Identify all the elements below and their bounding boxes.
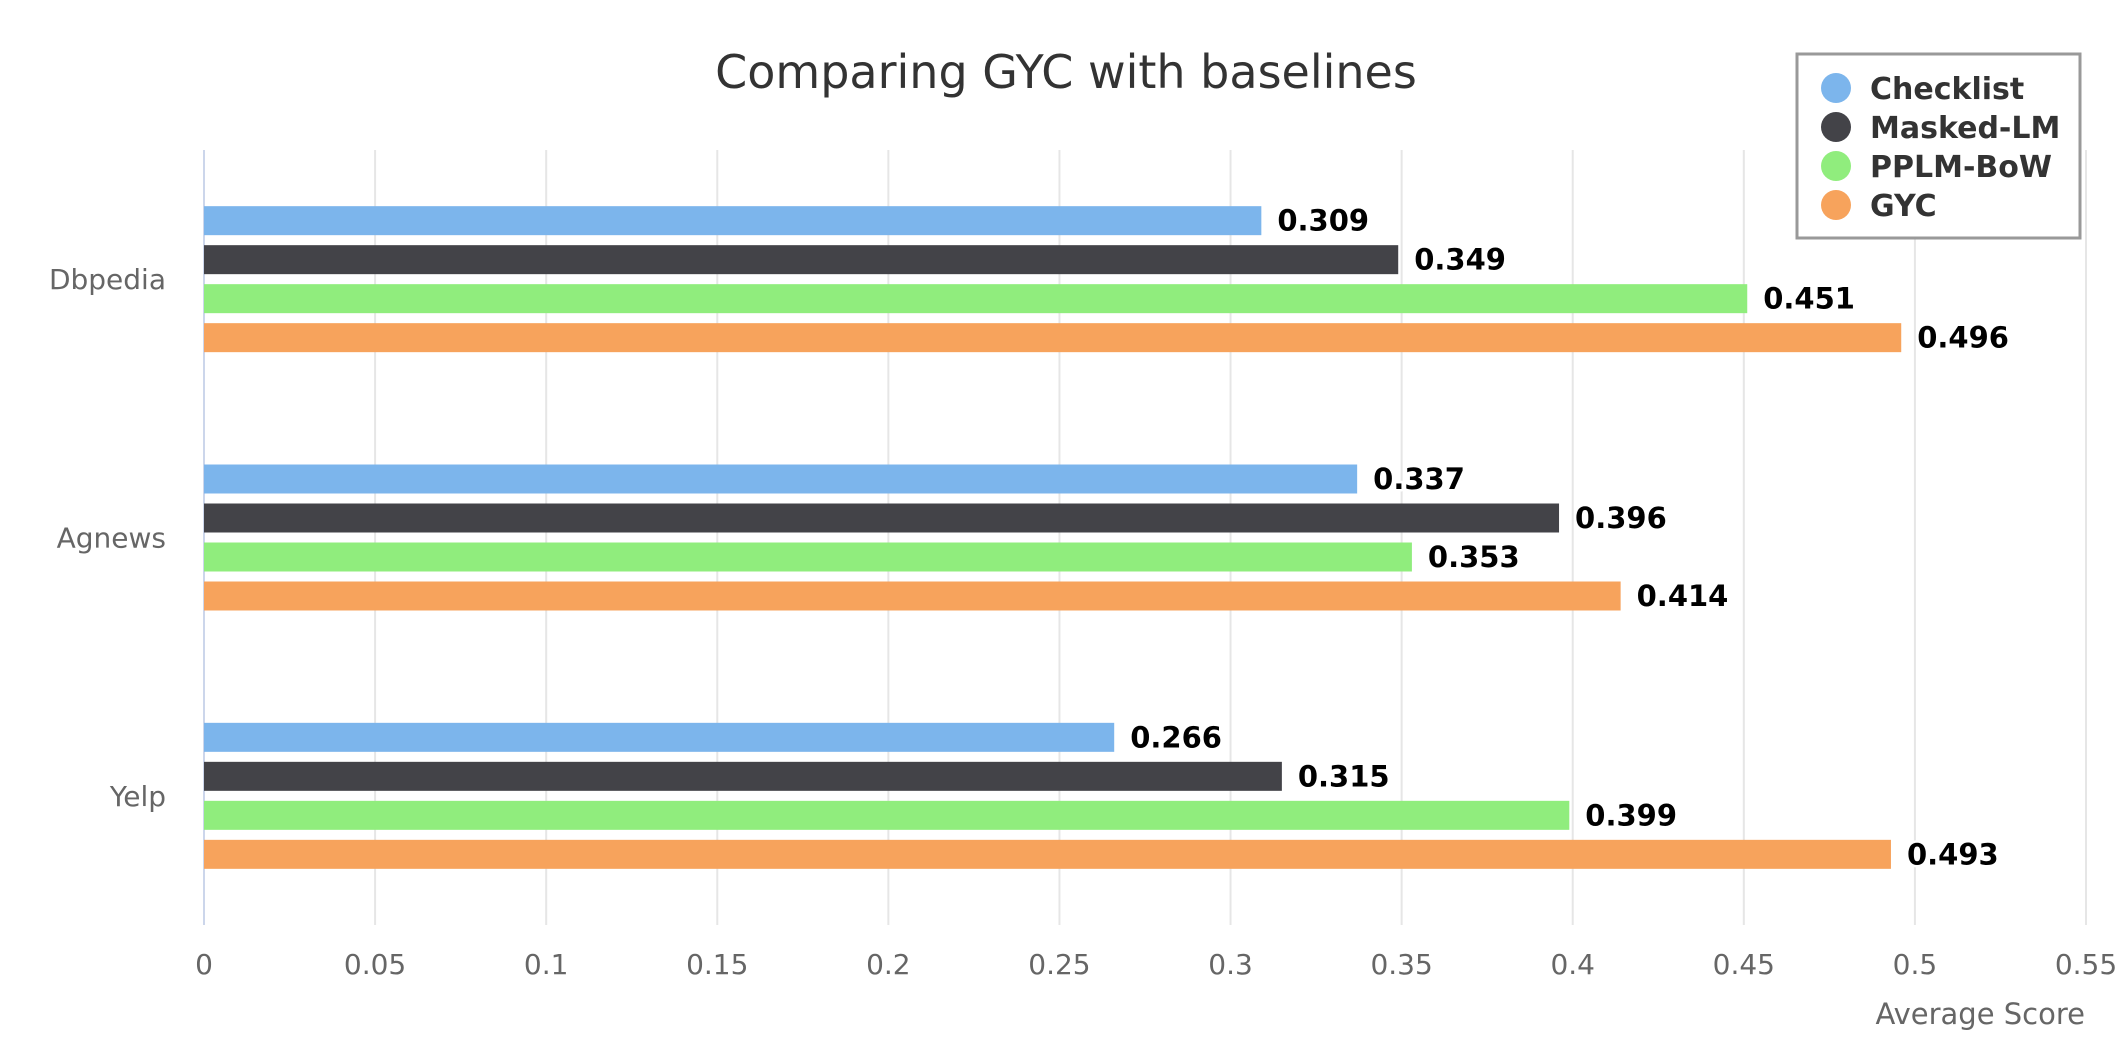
category-labels: Dbpedia Agnews Yelp: [49, 263, 166, 813]
category-label: Yelp: [109, 780, 166, 813]
data-label: 0.414: [1637, 579, 1729, 613]
legend: Checklist Masked-LM PPLM-BoW GYC: [1795, 52, 2082, 240]
data-label: 0.353: [1428, 540, 1520, 574]
data-label: 0.337: [1373, 462, 1465, 496]
bar-dbpedia-gyc: [204, 323, 1902, 353]
legend-marker: [1821, 73, 1851, 103]
x-tick-label: 0: [195, 948, 213, 981]
tick-labels: 0 0.05 0.1 0.15 0.2 0.25 0.3 0.35 0.4 0.45 0.5 0.55: [195, 948, 2117, 981]
grid-lines: [203, 150, 2087, 925]
bar-yelp-masked-lm: [204, 761, 1282, 791]
data-label: 0.496: [1917, 321, 2009, 355]
bar-agnews-pplm-bow: [204, 542, 1412, 572]
bars: [204, 206, 1902, 869]
x-tick-label: 0.05: [344, 948, 406, 981]
bar-agnews-checklist: [204, 464, 1358, 494]
bar-dbpedia-checklist: [204, 206, 1262, 236]
x-tick-label: 0.45: [1713, 948, 1775, 981]
data-labels: 0.309 0.349 0.451 0.496 0.337 0.396 0.353 0.414…: [1128, 201, 2012, 874]
x-tick-label: 0.35: [1370, 948, 1432, 981]
legend-marker: [1821, 151, 1851, 181]
x-tick-label: 0.3: [1208, 948, 1253, 981]
x-tick-label: 0.55: [2055, 948, 2117, 981]
category-label: Dbpedia: [49, 263, 166, 296]
legend-item-label: GYC: [1870, 189, 1937, 224]
x-tick-label: 0.15: [686, 948, 748, 981]
data-label: 0.399: [1585, 798, 1677, 832]
bar-yelp-gyc: [204, 839, 1891, 869]
legend-item-label: PPLM-BoW: [1870, 150, 2052, 185]
x-axis-title: Average Score: [1875, 997, 2085, 1031]
bar-yelp-checklist: [204, 722, 1115, 752]
data-label: 0.309: [1277, 204, 1369, 238]
data-label: 0.266: [1130, 720, 1222, 754]
x-tick-label: 0.1: [524, 948, 569, 981]
chart-title: Comparing GYC with baselines: [715, 45, 1417, 99]
x-tick-label: 0.25: [1028, 948, 1090, 981]
bar-dbpedia-masked-lm: [204, 245, 1399, 275]
data-label: 0.396: [1575, 501, 1667, 535]
legend-item-label: Checklist: [1870, 72, 2024, 107]
x-tick-label: 0.2: [866, 948, 911, 981]
data-label: 0.451: [1763, 282, 1855, 316]
legend-item-label: Masked-LM: [1870, 111, 2060, 146]
legend-marker: [1821, 112, 1851, 142]
bar-yelp-pplm-bow: [204, 800, 1570, 830]
data-label: 0.315: [1298, 759, 1390, 793]
legend-marker: [1821, 190, 1851, 220]
data-label: 0.493: [1907, 837, 1999, 871]
bar-agnews-masked-lm: [204, 503, 1560, 533]
x-tick-label: 0.4: [1550, 948, 1595, 981]
x-tick-label: 0.5: [1893, 948, 1938, 981]
bar-dbpedia-pplm-bow: [204, 284, 1748, 314]
bar-agnews-gyc: [204, 581, 1621, 611]
category-label: Agnews: [57, 522, 166, 555]
data-label: 0.349: [1414, 243, 1506, 277]
